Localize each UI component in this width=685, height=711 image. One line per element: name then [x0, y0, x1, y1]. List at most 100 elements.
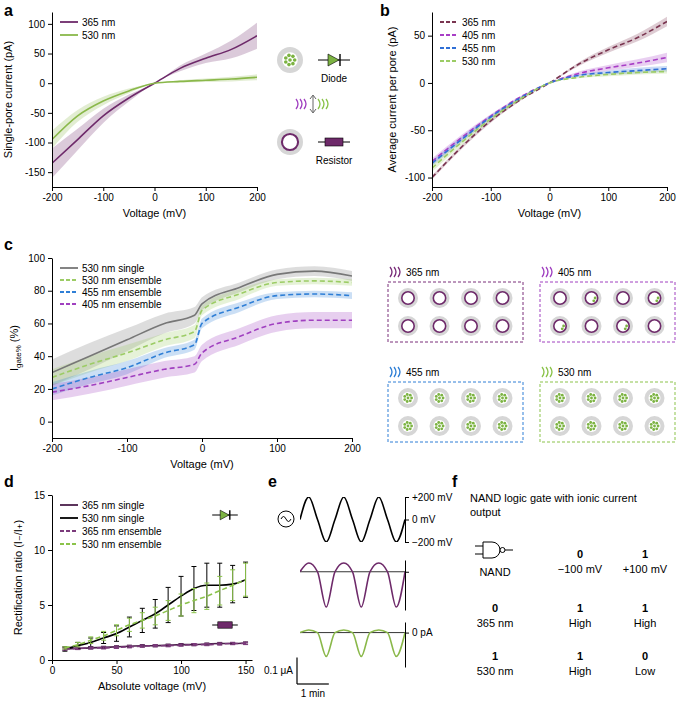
- error-bar-part: [181, 576, 182, 616]
- tick-mark: [48, 291, 52, 292]
- pore-icon: [582, 316, 602, 336]
- pore-gate: [440, 427, 443, 430]
- error-bar-part: [179, 594, 184, 595]
- error-bar-part: [217, 576, 222, 577]
- tick-label: 100: [28, 19, 45, 30]
- tick: 100: [28, 19, 52, 30]
- pore-open: [402, 292, 414, 304]
- tick-mark: [206, 187, 207, 191]
- pore-open: [617, 320, 629, 332]
- error-bar: [179, 576, 184, 616]
- error-bar-part: [75, 642, 80, 643]
- pore-lumen: [617, 420, 629, 432]
- tick: 50: [34, 48, 52, 59]
- error-bar-part: [230, 569, 235, 570]
- error-bar-part: [114, 645, 119, 646]
- pore-lumen: [465, 392, 477, 404]
- tick-mark: [48, 258, 52, 259]
- pore-gate: [505, 397, 508, 400]
- pore-ring: [398, 388, 418, 408]
- panel-label: a: [4, 2, 13, 19]
- pore-lumen: [434, 292, 446, 304]
- axis: [405, 561, 409, 611]
- tick-mark: [667, 187, 668, 191]
- pore-gate: [409, 422, 412, 425]
- pore-gate: [587, 423, 590, 426]
- table-cell: −100 mV: [558, 563, 603, 575]
- axis-line: [432, 13, 433, 188]
- pore-lumen: [586, 320, 598, 332]
- pore-gate: [500, 428, 503, 431]
- tick-mark: [277, 438, 278, 442]
- pore-gate: [655, 399, 658, 402]
- pore-gate: [561, 399, 564, 402]
- pore-ring: [645, 288, 665, 308]
- table-cell: High: [569, 665, 592, 677]
- legend-swatch: [440, 34, 458, 36]
- pore-lumen: [402, 392, 414, 404]
- pore-gate: [501, 397, 504, 400]
- legend-label: 455 nm ensemble: [82, 287, 162, 298]
- pore-open: [282, 134, 298, 150]
- diode-bar: [339, 54, 340, 66]
- pore-lumen: [434, 420, 446, 432]
- chart: -200-1000100200-150-100-50050100Voltage …: [2, 13, 266, 220]
- tick-label: 80: [34, 285, 46, 296]
- error-bar-part: [166, 620, 171, 621]
- tick: 0: [39, 655, 52, 666]
- pore-gate: [624, 327, 627, 330]
- pore-gate: [618, 395, 621, 398]
- error-bar-part: [166, 600, 171, 601]
- error-bar-part: [140, 608, 145, 609]
- light-icon: [542, 267, 552, 277]
- pore-lumen: [402, 292, 414, 304]
- pore-gate: [590, 425, 593, 428]
- resistor-body: [218, 622, 232, 628]
- tick-mark: [432, 187, 433, 191]
- error-bar-part: [191, 588, 196, 589]
- error-bar-part: [204, 583, 209, 584]
- legend-label: 365 nm: [82, 17, 115, 28]
- pore-array-box: [388, 382, 523, 442]
- table-cell: High: [569, 617, 592, 629]
- legend: 530 nm single530 nm ensemble455 nm ensem…: [60, 263, 162, 310]
- pore-gate: [621, 421, 624, 424]
- scale-bar-label: 1 min: [301, 688, 325, 699]
- pore-icon: [398, 388, 418, 408]
- pore-gate: [657, 397, 660, 400]
- error-bar-part: [191, 612, 196, 613]
- pore-gate: [435, 395, 438, 398]
- tick-label: 5: [39, 600, 45, 611]
- table-cell: 1: [577, 602, 583, 614]
- pore-ring: [613, 416, 633, 436]
- pore-icon: [398, 416, 418, 436]
- pore-gate: [558, 428, 561, 431]
- pore-gate: [438, 397, 441, 400]
- pore-gate: [618, 423, 621, 426]
- pore-gate: [625, 425, 628, 428]
- tick-mark: [48, 172, 52, 173]
- pore-ring: [493, 316, 513, 336]
- pore-gate: [559, 397, 562, 400]
- tick-label: 0: [152, 192, 158, 203]
- pore-gate: [291, 55, 295, 59]
- error-bar-part: [127, 636, 132, 637]
- pore-gate: [621, 400, 624, 403]
- pore-gate: [625, 397, 628, 400]
- pore-gate: [505, 425, 508, 428]
- error-bar-part: [140, 632, 145, 633]
- axis: -100-50050: [405, 13, 433, 188]
- pore-gate: [587, 426, 590, 429]
- light-wave: [546, 367, 548, 377]
- table-title: NAND logic gate with ionic currentoutput: [470, 492, 637, 518]
- tick-mark: [405, 633, 409, 634]
- error-bar-part: [62, 651, 67, 652]
- pore-lumen: [617, 392, 629, 404]
- pore-open: [554, 292, 566, 304]
- pore-gate: [469, 400, 472, 403]
- error-band: [432, 17, 667, 180]
- legend-label: 405 nm: [462, 30, 495, 41]
- pore-gate: [625, 325, 628, 328]
- pore-gate: [501, 425, 504, 428]
- error-bar-part: [140, 612, 145, 613]
